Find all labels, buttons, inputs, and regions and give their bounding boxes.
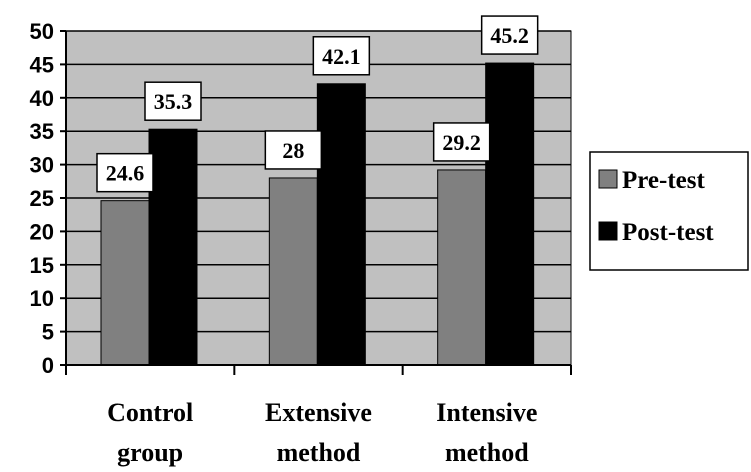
- data-label: 29.2: [432, 122, 491, 162]
- category-label: Control: [107, 398, 193, 427]
- data-label-box: [264, 130, 323, 170]
- data-label-value: 45.2: [490, 23, 529, 48]
- category-label: Extensive: [265, 398, 372, 427]
- bar-pre-test: [100, 200, 150, 366]
- x-ticks: [65, 365, 572, 375]
- data-label: 24.6: [96, 152, 154, 193]
- data-label-value: 24.6: [106, 161, 145, 186]
- data-label-value: 29.2: [442, 130, 481, 155]
- data-label: 45.2: [480, 15, 539, 55]
- category-label: group: [117, 438, 183, 467]
- y-tick-label: 0: [42, 353, 54, 378]
- data-label-box: [432, 122, 491, 162]
- y-tick-label: 45: [30, 52, 54, 77]
- y-tick-label: 50: [30, 19, 54, 44]
- data-labels: 24.6 28 29.2 35.3 42.1 45.2: [96, 15, 539, 193]
- legend-label: Pre-test: [622, 167, 705, 194]
- y-tick-label: 20: [30, 219, 54, 244]
- data-label-box: [96, 152, 154, 193]
- y-tick-label: 30: [30, 153, 54, 178]
- y-ticks: 0 5 10 15 20 25 30 35 40 45 50: [30, 19, 66, 378]
- legend: Pre-test Post-test: [589, 151, 749, 271]
- y-tick-label: 40: [30, 86, 54, 111]
- category-label: method: [445, 438, 529, 467]
- y-tick-label: 10: [30, 286, 54, 311]
- category-label: Intensive: [436, 398, 537, 427]
- bar-post-test: [485, 62, 535, 366]
- legend-swatch-post-test: [598, 221, 618, 241]
- legend-swatch-pre-test: [598, 169, 618, 189]
- bar-pre-test: [437, 169, 487, 366]
- data-label-box: [480, 15, 539, 55]
- category-labels: Control group Extensive method Intensive meth…: [107, 398, 537, 467]
- y-tick-label: 5: [42, 320, 54, 345]
- data-label-value: 28: [282, 138, 304, 163]
- category-label: method: [277, 438, 361, 467]
- bar-post-test: [316, 83, 366, 366]
- bar-post-test: [148, 128, 198, 366]
- data-label: 28: [264, 130, 323, 170]
- y-tick-label: 15: [30, 253, 54, 278]
- data-label-box: [144, 81, 202, 121]
- legend-label: Post-test: [622, 219, 714, 246]
- bar-pre-test: [268, 177, 318, 366]
- data-label-box: [312, 36, 371, 76]
- y-tick-label: 35: [30, 119, 54, 144]
- data-label-value: 42.1: [322, 44, 361, 69]
- data-label-value: 35.3: [154, 89, 193, 114]
- data-label: 42.1: [312, 36, 371, 76]
- y-tick-label: 25: [30, 186, 54, 211]
- data-label: 35.3: [144, 81, 202, 121]
